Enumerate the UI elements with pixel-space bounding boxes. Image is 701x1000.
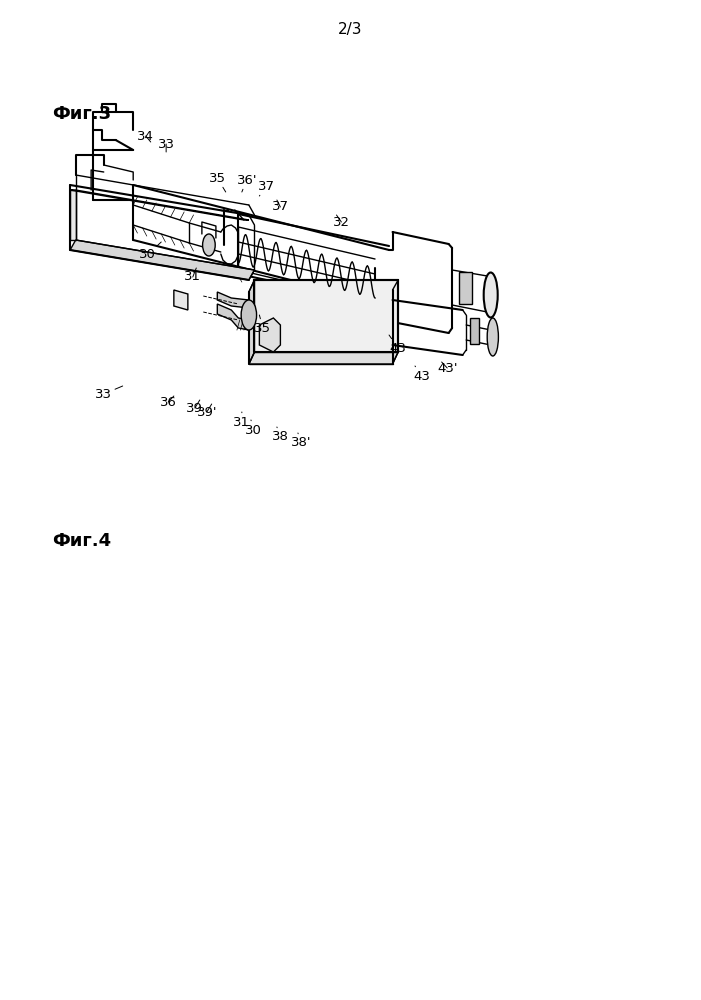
Text: 38: 38 — [272, 427, 289, 444]
Text: 31: 31 — [233, 412, 250, 428]
Text: 36': 36' — [236, 174, 257, 192]
Text: 33: 33 — [158, 137, 175, 152]
Text: 39': 39' — [196, 404, 217, 418]
Text: 39: 39 — [186, 400, 203, 414]
Text: 2/3: 2/3 — [339, 22, 362, 37]
Text: Фиг.4: Фиг.4 — [53, 532, 111, 550]
Text: 30: 30 — [139, 242, 161, 261]
Ellipse shape — [203, 234, 215, 256]
Bar — [470, 318, 479, 344]
Polygon shape — [70, 190, 249, 220]
Text: 32: 32 — [333, 215, 350, 229]
Text: 37: 37 — [258, 180, 275, 196]
Ellipse shape — [241, 300, 257, 330]
Polygon shape — [249, 280, 254, 364]
Text: 35: 35 — [209, 172, 226, 192]
Ellipse shape — [487, 318, 498, 356]
Text: 35: 35 — [254, 315, 271, 334]
Text: 31: 31 — [184, 268, 201, 284]
Ellipse shape — [484, 272, 498, 318]
Polygon shape — [259, 318, 280, 352]
Polygon shape — [249, 352, 398, 364]
Text: 34: 34 — [137, 129, 154, 142]
Polygon shape — [254, 280, 398, 352]
Text: Фиг.3: Фиг.3 — [53, 105, 111, 123]
Text: 38': 38' — [291, 433, 312, 450]
Polygon shape — [174, 290, 188, 310]
Text: 43: 43 — [414, 366, 430, 382]
Text: 30: 30 — [245, 420, 262, 436]
Polygon shape — [217, 304, 249, 330]
Text: 43': 43' — [437, 361, 458, 374]
Polygon shape — [70, 240, 254, 280]
Polygon shape — [70, 190, 76, 240]
Polygon shape — [217, 292, 249, 308]
Text: 43: 43 — [389, 335, 407, 355]
Text: 36: 36 — [160, 395, 177, 408]
Text: 37: 37 — [272, 200, 289, 214]
Text: 33: 33 — [95, 386, 123, 400]
Bar — [459, 272, 472, 304]
